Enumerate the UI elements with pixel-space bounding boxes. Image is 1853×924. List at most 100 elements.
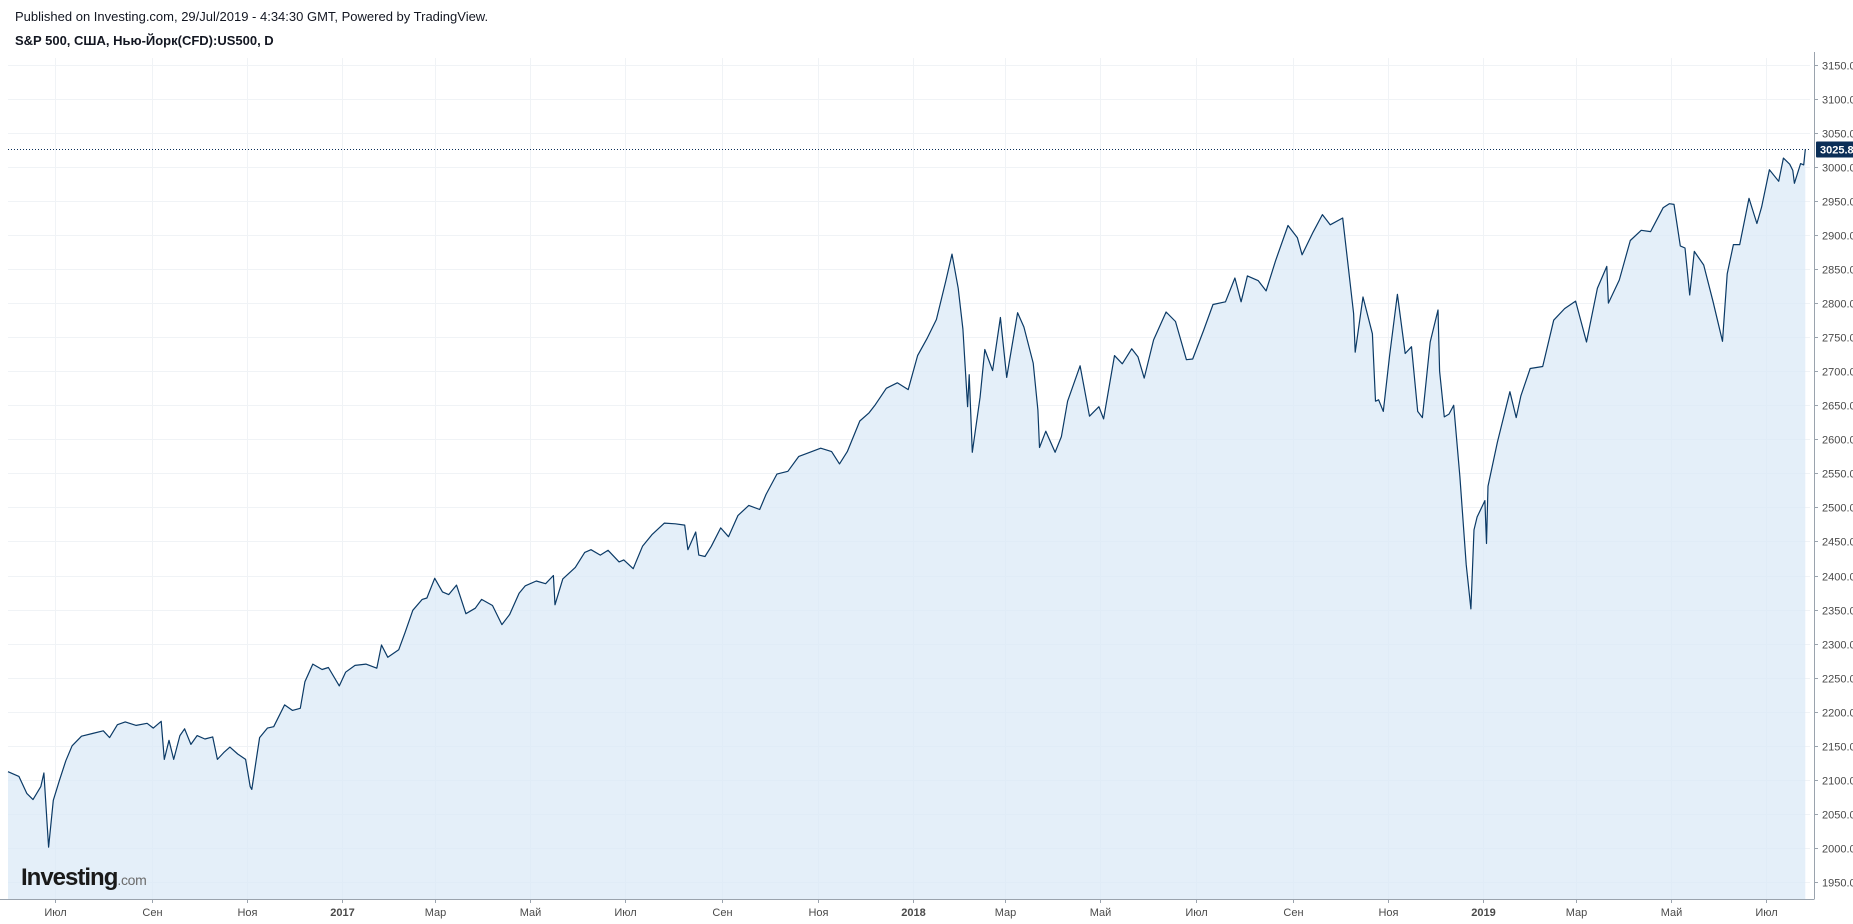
time-axis[interactable]: Июл Сен Ноя 2017 Мар Май Июл Сен Ноя 2018 Мар Май Ию…	[44, 899, 1778, 919]
data-point	[1381, 409, 1385, 413]
price-tick-label: 2800.00	[1822, 299, 1853, 311]
data-point	[1514, 416, 1518, 420]
data-point	[747, 503, 751, 507]
data-point	[916, 354, 920, 358]
data-point	[1639, 228, 1643, 232]
data-point	[17, 774, 21, 778]
price-tick-label: 2850.00	[1822, 265, 1853, 277]
data-point	[1361, 295, 1365, 299]
data-point	[58, 778, 62, 782]
data-point	[775, 472, 779, 476]
data-point	[1053, 450, 1057, 454]
price-tick-label: 2550.00	[1822, 469, 1853, 481]
time-tick-label: Сен	[142, 907, 162, 919]
data-point	[895, 381, 899, 385]
price-tick-label: 3100.00	[1822, 95, 1853, 107]
data-point	[473, 606, 477, 610]
time-tick-label: 2017	[330, 907, 354, 919]
data-point	[1508, 390, 1512, 394]
data-point	[673, 522, 677, 526]
data-point	[6, 770, 10, 774]
data-point	[1519, 394, 1523, 398]
price-tick-label: 2400.00	[1822, 572, 1853, 584]
data-point	[1605, 264, 1609, 268]
data-point	[272, 725, 276, 729]
data-point	[934, 318, 938, 322]
price-tick-label: 2100.00	[1822, 776, 1853, 788]
data-point	[1788, 162, 1792, 166]
data-point	[573, 565, 577, 569]
data-point	[411, 608, 415, 612]
price-line	[7, 149, 1806, 848]
data-point	[797, 454, 801, 458]
time-tick-label: Мар	[1566, 907, 1588, 919]
data-point	[1747, 196, 1751, 200]
data-point	[397, 648, 401, 652]
price-tick-label: 2450.00	[1822, 537, 1853, 549]
price-axis[interactable]: 1950.00 2000.00 2050.00 2100.00 2150.00 2200.…	[1814, 61, 1853, 890]
data-point	[1174, 320, 1178, 324]
price-tick-label: 2950.00	[1822, 197, 1853, 209]
data-point	[1044, 429, 1048, 433]
data-point	[561, 577, 565, 581]
data-point	[39, 785, 43, 789]
price-tick-label: 2700.00	[1822, 367, 1853, 379]
data-point	[1528, 367, 1532, 371]
time-tick-label: Ноя	[1378, 907, 1398, 919]
data-point	[70, 744, 74, 748]
data-point	[47, 845, 51, 849]
data-point	[403, 631, 407, 635]
data-point	[375, 666, 379, 670]
data-point	[961, 327, 965, 331]
data-point	[1802, 163, 1806, 167]
data-point	[1344, 243, 1348, 247]
last-price-badge: 3025.86	[1816, 141, 1853, 158]
data-point	[25, 791, 29, 795]
data-point	[1164, 310, 1168, 314]
data-point	[1202, 328, 1206, 332]
data-point	[978, 395, 982, 399]
data-point	[1097, 405, 1101, 409]
data-point	[551, 574, 555, 578]
data-point	[703, 555, 707, 559]
data-point	[697, 553, 701, 557]
data-point	[1022, 325, 1026, 329]
data-point	[1184, 358, 1188, 362]
published-note: Published on Investing.com, 29/Jul/2019 …	[15, 9, 489, 24]
data-point	[867, 411, 871, 415]
data-point	[195, 734, 199, 738]
price-tick-label: 3050.00	[1822, 129, 1853, 141]
data-point	[1552, 318, 1556, 322]
data-point	[480, 597, 484, 601]
last-price-badge-background	[1816, 141, 1853, 158]
price-tick-label: 3000.00	[1822, 163, 1853, 175]
data-point	[1791, 168, 1795, 172]
data-point	[1678, 244, 1682, 248]
time-tick-label: Май	[520, 907, 542, 919]
data-point	[1142, 376, 1146, 380]
data-point	[433, 576, 437, 580]
time-tick-label: Май	[1090, 907, 1112, 919]
data-point	[215, 757, 219, 761]
data-point	[1777, 179, 1781, 183]
data-point	[683, 523, 687, 527]
data-point	[1725, 272, 1729, 276]
data-point	[447, 593, 451, 597]
data-point	[1563, 307, 1567, 311]
data-point	[589, 548, 593, 552]
data-point	[764, 493, 768, 497]
data-point	[491, 604, 495, 608]
data-point	[228, 745, 232, 749]
data-point	[967, 373, 971, 377]
data-point	[244, 757, 248, 761]
data-point	[1353, 350, 1357, 354]
data-point	[819, 446, 823, 450]
data-point	[583, 550, 587, 554]
data-point	[1005, 375, 1009, 379]
data-point	[1016, 311, 1020, 315]
data-point	[344, 670, 348, 674]
data-point	[1486, 484, 1490, 488]
logo-wordmark: Investing	[21, 864, 118, 891]
data-point	[1256, 279, 1260, 283]
